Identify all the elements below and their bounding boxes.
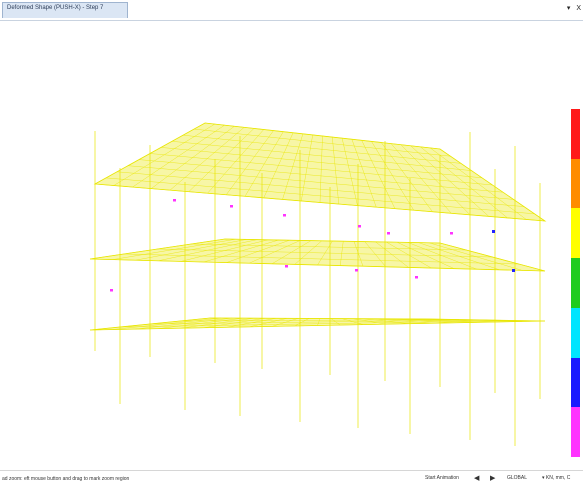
- units-select[interactable]: ▾ KN, mm, C: [542, 475, 571, 481]
- prev-step-icon[interactable]: ◀: [474, 475, 480, 482]
- hinge-marker: [492, 230, 495, 233]
- window-controls: ▾ X: [563, 4, 581, 12]
- legend-swatch: [571, 208, 580, 259]
- hinge-marker: [110, 289, 113, 292]
- hinge-marker: [355, 269, 358, 272]
- tab-dropdown-icon[interactable]: ▾: [566, 5, 571, 12]
- model-viewport[interactable]: [0, 21, 583, 465]
- hinge-marker: [387, 232, 390, 235]
- hinge-marker: [285, 265, 288, 268]
- start-animation-button[interactable]: Start Animation: [425, 475, 459, 481]
- legend-swatch: [571, 158, 580, 209]
- hinge-marker: [230, 205, 233, 208]
- status-message: ad zoom: eft mouse button and drag to ma…: [2, 476, 130, 482]
- status-bar: ad zoom: eft mouse button and drag to ma…: [0, 470, 583, 486]
- deformed-shape-model: [89, 122, 547, 446]
- hinge-marker: [415, 276, 418, 279]
- coordinate-system-select[interactable]: GLOBAL: [507, 475, 528, 481]
- hinge-marker: [283, 214, 286, 217]
- legend-swatch: [571, 109, 580, 159]
- hinge-marker: [358, 225, 361, 228]
- hinge-marker: [512, 269, 515, 272]
- hinge-marker: [173, 199, 176, 202]
- tab-deformed-shape[interactable]: Deformed Shape (PUSH-X) - Step 7: [2, 2, 128, 18]
- tab-strip: Deformed Shape (PUSH-X) - Step 7 ▾ X: [0, 0, 583, 21]
- tab-label: Deformed Shape (PUSH-X) - Step 7: [7, 5, 104, 11]
- close-icon[interactable]: X: [576, 5, 581, 12]
- color-legend: [571, 109, 580, 457]
- legend-swatch: [571, 307, 580, 358]
- next-step-icon[interactable]: ▶: [490, 475, 496, 482]
- legend-swatch: [571, 258, 580, 308]
- legend-swatch: [571, 357, 580, 408]
- hinge-marker: [450, 232, 453, 235]
- legend-swatch: [571, 407, 580, 457]
